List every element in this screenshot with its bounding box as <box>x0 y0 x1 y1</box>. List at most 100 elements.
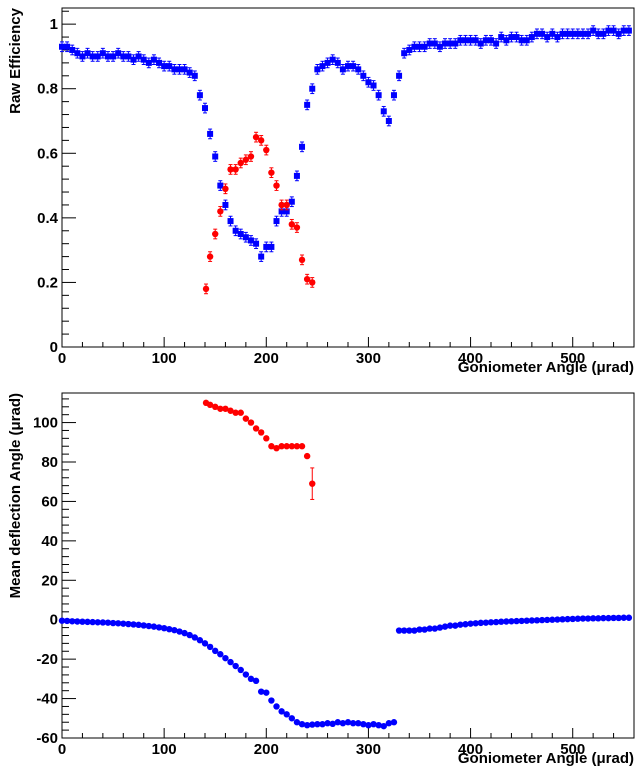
data-point <box>314 721 321 728</box>
data-point <box>457 621 464 628</box>
data-point <box>462 621 469 628</box>
data-point <box>416 43 423 50</box>
data-point <box>242 156 250 163</box>
data-point <box>257 688 265 695</box>
data-point <box>59 43 65 50</box>
data-point <box>390 92 397 99</box>
data-point <box>222 185 229 192</box>
data-point <box>63 617 71 625</box>
data-point <box>257 137 265 144</box>
data-point <box>503 618 510 625</box>
data-point <box>344 719 352 726</box>
x-tick-label: 500 <box>560 741 585 758</box>
data-point <box>69 46 76 53</box>
data-point <box>508 34 515 41</box>
data-point <box>288 221 296 228</box>
data-point <box>202 285 210 293</box>
data-point <box>426 40 433 47</box>
data-point <box>513 34 520 41</box>
data-point <box>217 208 224 215</box>
y-axis-title: Mean deflection Angle (μrad) <box>7 393 24 598</box>
data-point <box>79 618 86 625</box>
data-point <box>620 614 627 621</box>
data-point <box>436 624 444 631</box>
data-point <box>615 614 622 622</box>
data-point <box>84 50 91 57</box>
data-point <box>278 201 285 209</box>
data-point <box>160 624 168 632</box>
y-tick-label: 100 <box>33 415 58 432</box>
y-tick-label: 0 <box>50 612 58 629</box>
plot-frame <box>61 7 635 348</box>
data-point <box>217 405 224 412</box>
data-point <box>584 615 592 622</box>
data-point <box>252 133 260 141</box>
y-tick-label: 0 <box>50 339 58 356</box>
data-point <box>201 640 209 647</box>
data-point <box>431 625 439 632</box>
data-point <box>74 50 81 57</box>
series-0 <box>58 614 633 730</box>
data-point <box>278 208 285 215</box>
data-point <box>242 671 250 678</box>
data-point <box>441 623 449 630</box>
data-point <box>426 625 433 632</box>
data-point <box>324 720 331 727</box>
data-point <box>268 243 275 250</box>
data-point <box>212 403 219 410</box>
data-point <box>58 617 66 624</box>
data-point <box>533 30 540 37</box>
data-point <box>549 30 556 37</box>
y-tick-label: 60 <box>41 493 58 510</box>
data-point <box>125 53 132 60</box>
data-point <box>360 72 367 79</box>
data-point <box>253 240 260 247</box>
data-point <box>293 443 301 450</box>
data-point <box>574 615 582 622</box>
data-point <box>110 53 117 60</box>
data-point <box>156 59 163 66</box>
data-point <box>375 92 382 99</box>
data-point <box>615 30 622 37</box>
data-point <box>610 27 617 34</box>
data-point <box>569 30 576 37</box>
data-point <box>518 617 525 625</box>
data-point <box>395 627 403 634</box>
series-1 <box>202 131 316 295</box>
data-point <box>247 675 255 683</box>
data-point <box>309 480 316 487</box>
data-point <box>574 30 581 37</box>
y-tick-label: 0.2 <box>37 274 58 291</box>
data-point <box>232 409 239 416</box>
data-point <box>329 56 336 63</box>
data-point <box>544 34 551 41</box>
data-point <box>145 59 152 66</box>
data-point <box>69 618 76 625</box>
data-point <box>227 166 234 173</box>
data-point <box>181 66 188 73</box>
data-point <box>171 626 178 634</box>
y-tick-label: -40 <box>36 691 58 708</box>
data-point <box>176 628 183 635</box>
data-point <box>334 719 341 726</box>
data-point <box>232 227 239 234</box>
data-point <box>74 618 81 625</box>
y-tick-label: 0.4 <box>37 210 59 227</box>
data-point <box>446 622 454 629</box>
data-point <box>334 59 341 66</box>
x-tick-label: 400 <box>458 350 483 367</box>
data-point <box>508 618 515 625</box>
data-point <box>400 627 408 634</box>
data-point <box>585 30 592 37</box>
data-point <box>554 34 561 41</box>
y-tick-label: 20 <box>41 572 58 589</box>
data-point <box>115 50 122 57</box>
data-point <box>145 622 153 630</box>
data-point <box>227 658 234 666</box>
data-point <box>620 27 627 34</box>
data-point <box>436 43 443 50</box>
data-point <box>569 615 576 623</box>
data-point <box>467 37 474 44</box>
data-point <box>252 677 260 685</box>
y-tick-label: 0.8 <box>37 81 58 98</box>
